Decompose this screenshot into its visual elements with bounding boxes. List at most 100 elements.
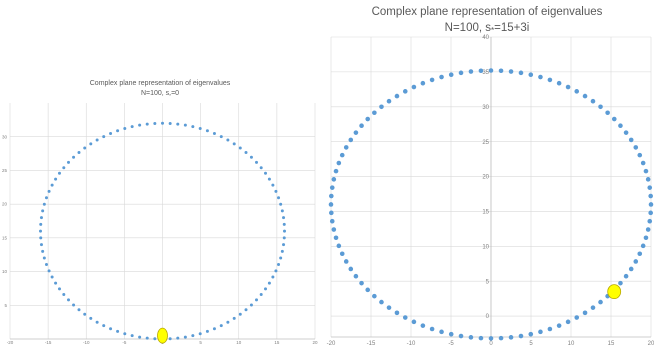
eigenvalue-point xyxy=(339,251,345,257)
eigenvalue-point xyxy=(353,130,359,135)
eigenvalue-point xyxy=(468,335,474,340)
eigenvalue-point xyxy=(50,275,54,279)
y-tick-label: 20 xyxy=(2,202,8,207)
eigenvalue-point xyxy=(623,273,629,279)
eigenvalue-point xyxy=(348,137,354,143)
eigenvalue-point xyxy=(439,74,444,80)
eigenvalue-point xyxy=(279,202,283,206)
eigenvalue-point xyxy=(282,243,286,247)
eigenvalue-point xyxy=(628,266,634,272)
eigenvalue-point xyxy=(244,308,248,312)
eigenvalue-point xyxy=(109,327,113,331)
y-tick-label: 5 xyxy=(4,303,7,308)
x-tick-label: 10 xyxy=(236,340,242,345)
y-tick-label: 15 xyxy=(482,210,489,216)
eigenvalue-point xyxy=(458,333,464,339)
eigenvalue-point xyxy=(44,196,48,200)
x-tick-label: -20 xyxy=(7,340,14,345)
x-tick-label: 20 xyxy=(648,341,654,347)
eigenvalue-point xyxy=(238,146,242,150)
eigenvalue-point xyxy=(138,335,142,339)
eigenvalue-point xyxy=(145,122,149,126)
eigenvalue-point xyxy=(145,336,149,340)
y-tick-label: 25 xyxy=(482,140,489,146)
eigenvalue-point xyxy=(429,77,435,83)
eigenvalue-point xyxy=(648,202,654,207)
eigenvalue-point xyxy=(343,259,349,264)
eigenvalue-point xyxy=(277,262,281,266)
eigenvalue-point xyxy=(365,287,371,293)
eigenvalue-point xyxy=(518,333,524,339)
eigenvalue-point xyxy=(598,299,603,305)
eigenvalue-point xyxy=(232,316,236,320)
highlight-point-marker xyxy=(607,284,622,300)
eigenvalue-point xyxy=(637,251,643,257)
eigenvalue-point xyxy=(565,319,571,325)
eigenvalue-point xyxy=(402,89,408,94)
eigenvalue-point xyxy=(161,121,164,125)
eigenvalue-point xyxy=(54,281,58,285)
eigenvalue-point xyxy=(282,222,286,226)
eigenvalue-point xyxy=(372,293,377,299)
y-tick-label: 0 xyxy=(486,314,490,320)
y-tick-label: 40 xyxy=(482,35,489,41)
chart-panel-left: Complex plane representation of eigenval… xyxy=(0,0,320,351)
eigenvalue-point xyxy=(205,129,209,133)
eigenvalue-point xyxy=(274,189,278,193)
eigenvalue-point xyxy=(386,305,392,310)
eigenvalue-point xyxy=(336,243,342,249)
eigenvalue-point xyxy=(176,336,180,340)
eigenvalue-point xyxy=(498,335,504,341)
eigenvalue-point xyxy=(547,77,553,83)
eigenvalue-point xyxy=(547,326,553,332)
eigenvalue-point xyxy=(89,316,93,320)
x-tick-label: -15 xyxy=(45,340,52,345)
eigenvalue-point xyxy=(283,229,286,233)
eigenvalue-point xyxy=(508,335,514,340)
eigenvalue-point xyxy=(130,125,134,129)
eigenvalue-point xyxy=(259,166,263,170)
eigenvalue-point xyxy=(102,324,106,328)
eigenvalue-point xyxy=(643,168,649,174)
eigenvalue-point xyxy=(44,262,48,266)
eigenvalue-point xyxy=(39,222,43,226)
eigenvalue-point xyxy=(50,183,54,187)
eigenvalue-point xyxy=(191,334,195,338)
eigenvalue-point xyxy=(62,166,66,170)
eigenvalue-point xyxy=(582,93,588,99)
x-tick-label: -5 xyxy=(122,340,126,345)
eigenvalue-point xyxy=(39,236,43,240)
eigenvalue-point xyxy=(41,209,45,213)
eigenvalue-point xyxy=(226,138,230,142)
eigenvalue-point xyxy=(47,269,51,273)
eigenvalue-point xyxy=(219,324,223,328)
eigenvalue-point xyxy=(372,110,377,116)
eigenvalue-point xyxy=(66,298,70,302)
eigenvalue-point xyxy=(538,329,543,335)
eigenvalue-point xyxy=(468,69,474,74)
eigenvalue-point xyxy=(238,312,242,316)
x-tick-label: -10 xyxy=(407,341,416,347)
eigenvalue-point xyxy=(379,104,384,110)
eigenvalue-point xyxy=(138,123,142,127)
eigenvalue-point xyxy=(212,131,216,135)
eigenvalue-point xyxy=(488,336,494,341)
eigenvalue-point xyxy=(83,312,87,316)
chart-subtitle: N=100, s*=15+3i xyxy=(444,22,530,35)
eigenvalue-point xyxy=(333,235,339,241)
eigenvalue-point xyxy=(574,315,580,320)
eigenvalue-point xyxy=(176,122,180,126)
eigenvalue-point xyxy=(279,256,283,260)
eigenvalue-point xyxy=(255,160,259,164)
eigenvalue-point xyxy=(77,150,81,154)
eigenvalue-point xyxy=(219,135,223,139)
eigenvalue-point xyxy=(329,193,334,199)
eigenvalue-point xyxy=(249,303,253,307)
eigenvalue-point xyxy=(628,137,634,143)
eigenvalue-point xyxy=(191,125,195,129)
y-tick-label: 15 xyxy=(2,235,8,240)
y-tick-label: 10 xyxy=(482,244,489,250)
eigenvalue-point xyxy=(42,256,46,260)
eigenvalue-point xyxy=(39,216,43,220)
eigenvalue-point xyxy=(282,216,286,220)
